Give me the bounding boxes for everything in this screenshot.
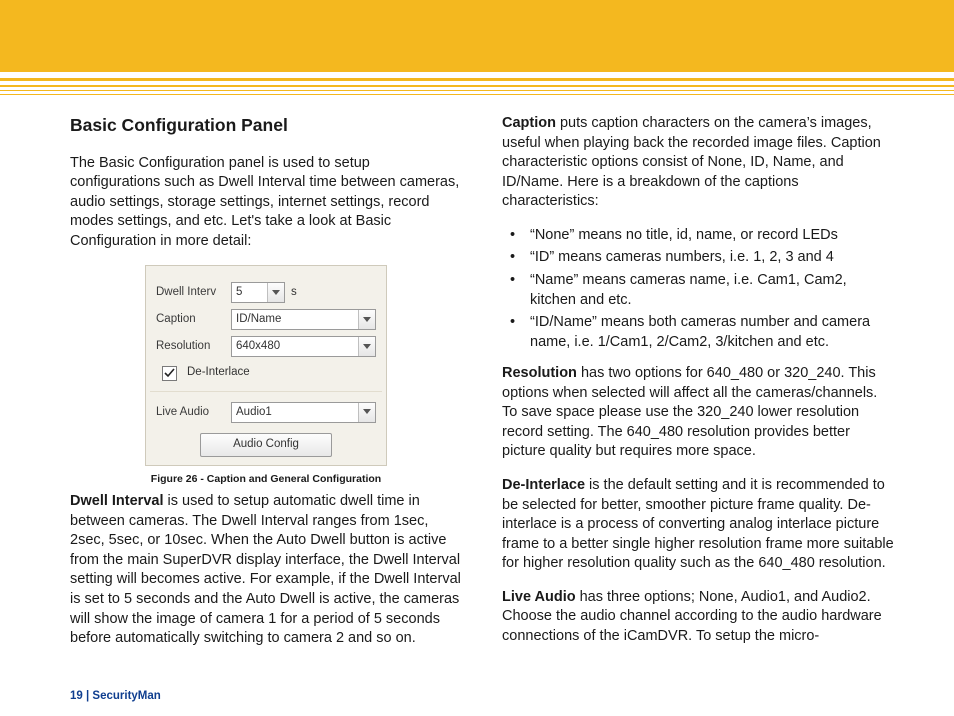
- caption-runin: Caption: [502, 115, 556, 131]
- dwell-interval-label: Dwell Interv: [156, 285, 231, 301]
- resolution-select[interactable]: 640x480: [231, 336, 376, 357]
- panel-separator: [150, 391, 382, 392]
- row-live-audio: Live Audio Audio1: [156, 402, 376, 423]
- dwell-interval-body: is used to setup automatic dwell time in…: [70, 493, 461, 646]
- config-panel: Dwell Interv 5 s Caption ID/N: [145, 265, 387, 466]
- intro-paragraph: The Basic Configuration panel is used to…: [70, 154, 462, 252]
- content-columns: Basic Configuration Panel The Basic Conf…: [70, 114, 894, 676]
- deinterlace-checkbox[interactable]: [162, 366, 177, 381]
- resolution-label: Resolution: [156, 339, 231, 355]
- liveaudio-paragraph: Live Audio has three options; None, Audi…: [502, 588, 894, 647]
- caption-value: ID/Name: [232, 312, 358, 328]
- live-audio-value: Audio1: [232, 405, 358, 421]
- liveaudio-runin: Live Audio: [502, 589, 576, 605]
- caption-bullet-idname: “ID/Name” means both cameras number and …: [502, 313, 894, 352]
- row-resolution: Resolution 640x480: [156, 336, 376, 357]
- dwell-interval-select[interactable]: 5: [231, 282, 285, 303]
- row-caption: Caption ID/Name: [156, 309, 376, 330]
- caption-select[interactable]: ID/Name: [231, 309, 376, 330]
- page-footer: 19 | SecurityMan: [70, 690, 161, 702]
- figure-26: Dwell Interv 5 s Caption ID/N: [70, 265, 462, 486]
- dwell-interval-value: 5: [232, 285, 267, 301]
- header-band: [0, 0, 954, 72]
- row-dwell-interval: Dwell Interv 5 s: [156, 282, 376, 303]
- deinterlace-paragraph: De-Interlace is the default setting and …: [502, 476, 894, 574]
- chevron-down-icon: [358, 310, 375, 329]
- left-column: Basic Configuration Panel The Basic Conf…: [70, 114, 462, 676]
- page-number: 19: [70, 690, 83, 702]
- chevron-down-icon: [267, 283, 284, 302]
- caption-bullet-none: “None” means no title, id, name, or reco…: [502, 226, 894, 246]
- right-column: Caption puts caption characters on the c…: [502, 114, 894, 676]
- caption-bullet-name: “Name” means cameras name, i.e. Cam1, Ca…: [502, 271, 894, 310]
- live-audio-select[interactable]: Audio1: [231, 402, 376, 423]
- accent-line-1: [0, 85, 954, 87]
- resolution-runin: Resolution: [502, 365, 577, 381]
- section-heading: Basic Configuration Panel: [70, 114, 462, 138]
- accent-line-3: [0, 94, 954, 95]
- dwell-interval-unit: s: [291, 285, 297, 301]
- live-audio-label: Live Audio: [156, 405, 231, 421]
- chevron-down-icon: [358, 337, 375, 356]
- row-deinterlace: De-Interlace: [162, 365, 376, 381]
- caption-label: Caption: [156, 312, 231, 328]
- accent-line-2: [0, 90, 954, 91]
- chevron-down-icon: [358, 403, 375, 422]
- footer-brand: SecurityMan: [92, 690, 160, 702]
- caption-bullet-list: “None” means no title, id, name, or reco…: [502, 226, 894, 352]
- deinterlace-runin: De-Interlace: [502, 477, 585, 493]
- caption-body: puts caption characters on the camera’s …: [502, 115, 881, 209]
- figure-caption: Figure 26 - Caption and General Configur…: [70, 472, 462, 486]
- accent-line-0: [0, 78, 954, 81]
- audio-config-button[interactable]: Audio Config: [200, 433, 332, 457]
- footer-separator: |: [83, 690, 93, 702]
- dwell-interval-runin: Dwell Interval: [70, 493, 163, 509]
- caption-paragraph: Caption puts caption characters on the c…: [502, 114, 894, 212]
- resolution-value: 640x480: [232, 339, 358, 355]
- deinterlace-label: De-Interlace: [187, 365, 250, 381]
- dwell-interval-paragraph: Dwell Interval is used to setup automati…: [70, 492, 462, 649]
- resolution-paragraph: Resolution has two options for 640_480 o…: [502, 364, 894, 462]
- caption-bullet-id: “ID” means cameras numbers, i.e. 1, 2, 3…: [502, 248, 894, 268]
